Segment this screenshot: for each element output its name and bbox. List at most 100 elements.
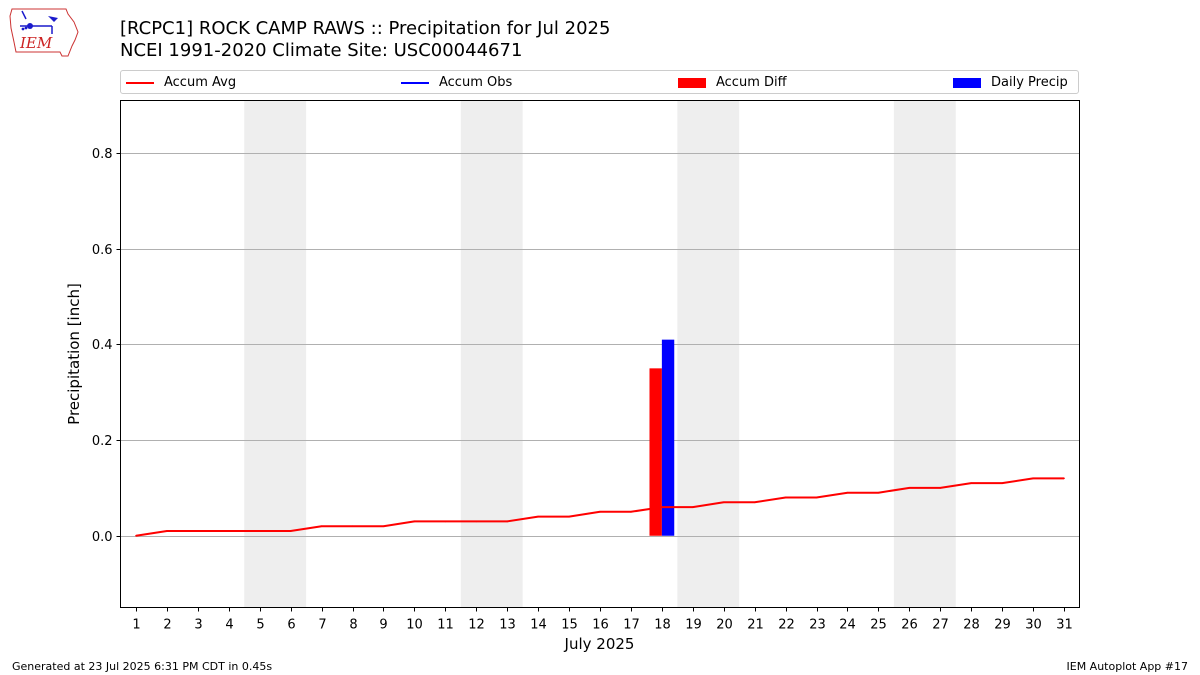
chart-title: [RCPC1] ROCK CAMP RAWS :: Precipitation … — [120, 18, 611, 39]
legend-swatch-accum-avg — [126, 81, 154, 84]
legend-label-daily-precip: Daily Precip — [991, 75, 1068, 90]
x-tick-label-3: 3 — [194, 618, 202, 633]
x-tick-label-18: 18 — [654, 618, 671, 633]
line-series — [135, 477, 1065, 537]
chart-legend: Accum Avg Accum Obs Accum Diff Daily Pre… — [120, 70, 1079, 94]
weekend-band-4 — [893, 100, 956, 608]
x-tick-label-6: 6 — [287, 618, 295, 633]
x-tick-label-2: 2 — [163, 618, 171, 633]
accum-avg-point-day-2 — [166, 530, 168, 532]
accum-avg-point-day-12 — [475, 520, 478, 523]
x-tick-label-24: 24 — [839, 618, 856, 633]
x-tick-label-10: 10 — [406, 618, 423, 633]
x-tick-label-25: 25 — [870, 618, 887, 633]
x-tick-label-16: 16 — [592, 618, 609, 633]
weekend-band-2 — [460, 100, 523, 608]
legend-swatch-daily-precip — [953, 77, 981, 88]
accum-avg-point-day-29 — [1001, 482, 1003, 484]
app-credit: IEM Autoplot App #17 — [1066, 660, 1189, 673]
accum-avg-point-day-22 — [784, 496, 787, 499]
accum-avg-point-day-19 — [692, 506, 694, 508]
accum-avg-point-day-20 — [722, 501, 725, 504]
accum-avg-point-day-7 — [320, 525, 323, 527]
accum-avg-point-day-9 — [382, 525, 385, 527]
x-tick-label-17: 17 — [623, 618, 640, 633]
iowa-outline — [9, 8, 79, 57]
accum-avg-point-day-14 — [537, 515, 539, 518]
legend-label-accum-obs: Accum Obs — [439, 75, 513, 90]
x-tick-label-14: 14 — [530, 618, 547, 633]
legend-label-accum-avg: Accum Avg — [164, 75, 237, 90]
y-tick-label-0: 0.0 — [92, 530, 113, 545]
legend-swatch-accum-diff — [678, 77, 706, 88]
x-tick-label-30: 30 — [1025, 618, 1042, 633]
x-tick-label-22: 22 — [778, 618, 795, 633]
legend-item-accum-avg: Accum Avg — [126, 74, 236, 91]
accum-avg-point-day-28 — [970, 482, 973, 484]
daily-precip-bar-day-18 — [661, 339, 675, 536]
legend-item-daily-precip: Daily Precip — [953, 74, 1068, 91]
generated-timestamp: Generated at 23 Jul 2025 6:31 PM CDT in … — [12, 660, 273, 673]
legend-swatch-accum-obs — [401, 81, 429, 84]
y-tick-label-4: 0.8 — [92, 147, 113, 162]
legend-label-accum-diff: Accum Diff — [716, 75, 787, 90]
accum-avg-point-day-8 — [351, 525, 354, 527]
accum-avg-point-day-17 — [630, 511, 632, 513]
accum-avg-point-day-26 — [908, 487, 911, 489]
x-tick-label-5: 5 — [256, 618, 264, 633]
y-tick-label-2: 0.4 — [92, 338, 113, 353]
x-tick-label-19: 19 — [685, 618, 702, 633]
y-tick-label-1: 0.2 — [92, 434, 113, 449]
x-tick-label-15: 15 — [561, 618, 578, 633]
iem-logo: IEM — [9, 8, 79, 57]
weekend-shading — [244, 100, 956, 608]
accum-avg-point-day-25 — [877, 491, 880, 494]
accum-avg-point-day-21 — [753, 501, 756, 504]
accum-avg-point-day-27 — [939, 487, 942, 489]
accum-avg-point-day-4 — [227, 530, 230, 532]
accum-avg-point-day-5 — [258, 530, 261, 532]
accum-avg-point-day-31 — [1063, 477, 1065, 480]
y-axis: 0.0 0.2 0.4 0.6 0.8 — [92, 147, 121, 545]
x-tick-label-31: 31 — [1056, 618, 1073, 633]
legend-item-accum-obs: Accum Obs — [401, 74, 512, 91]
accum-avg-point-day-11 — [444, 520, 447, 523]
accum-avg-point-day-30 — [1032, 477, 1034, 480]
x-tick-label-1: 1 — [132, 618, 140, 633]
accum-avg-point-day-6 — [289, 530, 292, 532]
accum-avg-point-day-10 — [413, 520, 416, 523]
accum-diff-bar-day-18 — [649, 368, 662, 536]
y-axis-label: Precipitation [inch] — [65, 283, 83, 425]
x-tick-label-7: 7 — [318, 618, 326, 633]
x-tick-label-27: 27 — [932, 618, 949, 633]
chart-subtitle: NCEI 1991-2020 Climate Site: USC00044671 — [120, 40, 523, 61]
accum-avg-point-day-24 — [846, 491, 849, 494]
x-tick-label-28: 28 — [963, 618, 980, 633]
x-tick-label-12: 12 — [468, 618, 485, 633]
x-axis: 1 2 3 4 5 6 7 8 9 10 11 12 13 14 15 16 17 18 19 20 21 22 23 24 2… — [132, 607, 1073, 633]
accum-avg-point-day-23 — [815, 496, 818, 499]
accum-avg-point-day-13 — [506, 520, 508, 523]
y-tick-label-3: 0.6 — [92, 243, 113, 258]
x-tick-label-21: 21 — [747, 618, 764, 633]
x-axis-label: July 2025 — [564, 635, 635, 653]
accum-avg-point-day-18 — [661, 506, 663, 508]
x-tick-label-20: 20 — [716, 618, 733, 633]
logo-text: IEM — [19, 34, 53, 52]
x-tick-label-11: 11 — [437, 618, 454, 633]
accum-avg-point-day-16 — [599, 511, 601, 513]
accum-avg-point-day-3 — [197, 530, 199, 532]
x-tick-label-4: 4 — [225, 618, 233, 633]
accum-avg-point-day-1 — [135, 534, 137, 537]
weekend-band-1 — [244, 100, 307, 608]
bar-series — [649, 339, 675, 536]
x-tick-label-13: 13 — [499, 618, 516, 633]
accum-avg-point-day-15 — [568, 515, 570, 518]
x-tick-label-9: 9 — [379, 618, 387, 633]
x-tick-label-23: 23 — [809, 618, 826, 633]
weekend-band-3 — [677, 100, 740, 608]
x-tick-label-26: 26 — [901, 618, 918, 633]
x-tick-label-29: 29 — [994, 618, 1011, 633]
grid-lines — [120, 153, 1080, 537]
